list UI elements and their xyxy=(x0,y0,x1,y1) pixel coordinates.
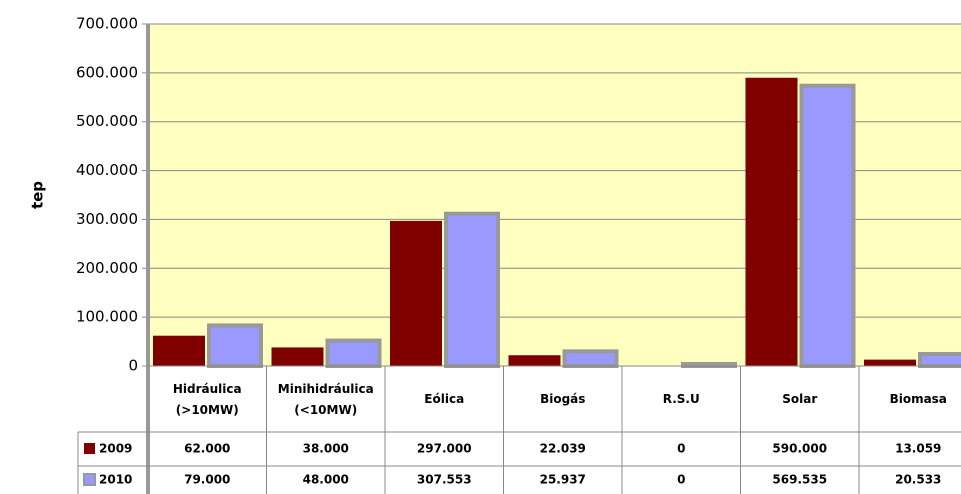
y-tick-label: 600.000 xyxy=(76,63,138,81)
category-cell: Biomasa xyxy=(889,392,947,406)
bar xyxy=(745,77,798,366)
bar xyxy=(864,359,916,366)
bar xyxy=(444,211,500,368)
legend-swatch xyxy=(83,473,96,486)
x-tick-label: Minihidráulica (<10MW) xyxy=(277,381,374,417)
data-label: 20.533 xyxy=(895,473,941,487)
legend-label: 2009 xyxy=(99,442,132,456)
x-tick-label: Solar xyxy=(782,392,818,406)
legend-label: 2010 xyxy=(99,473,132,487)
data-label: 297.000 xyxy=(417,442,472,456)
x-tick-label: R.S.U xyxy=(662,392,700,406)
x-tick-label: Biogás xyxy=(540,392,586,406)
y-tick-label: 100.000 xyxy=(76,308,138,326)
category-cell: Biogás xyxy=(540,392,586,406)
data-label: 307.553 xyxy=(417,473,472,487)
data-label: 38.000 xyxy=(303,442,349,456)
x-tick-label: Eólica xyxy=(424,392,465,406)
y-tick-label: 0 xyxy=(128,357,138,375)
category-cell: Hidráulica (>10MW) xyxy=(172,381,242,417)
y-tick-label: 300.000 xyxy=(76,210,138,228)
data-label: 590.000 xyxy=(772,442,827,456)
y-tick-label: 400.000 xyxy=(76,161,138,179)
category-cell: R.S.U xyxy=(662,392,700,406)
category-cell: Solar xyxy=(782,392,818,406)
bar xyxy=(207,323,263,369)
category-cell: Minihidráulica (<10MW) xyxy=(277,381,374,417)
bar xyxy=(325,338,382,369)
x-tick-label: Hidráulica (>10MW) xyxy=(172,381,242,417)
data-label: 25.937 xyxy=(540,473,586,487)
bar xyxy=(562,349,619,368)
bar xyxy=(153,335,205,366)
y-tick-label: 700.000 xyxy=(76,15,138,33)
y-tick-label: 200.000 xyxy=(76,259,138,277)
x-tick-label: Biomasa xyxy=(889,392,947,406)
bar xyxy=(799,83,856,368)
category-cell: Eólica xyxy=(424,392,465,406)
legend-swatch xyxy=(84,443,95,454)
data-label: 62.000 xyxy=(184,442,230,456)
data-label: 569.535 xyxy=(772,473,827,487)
y-axis-label: tep xyxy=(29,181,47,209)
y-tick-label: 500.000 xyxy=(76,112,138,130)
data-label: 48.000 xyxy=(303,473,349,487)
data-label: 13.059 xyxy=(895,442,941,456)
bar xyxy=(508,355,561,366)
bar xyxy=(271,347,324,366)
data-label: 22.039 xyxy=(540,442,586,456)
data-label: 0 xyxy=(677,473,685,487)
bar xyxy=(918,351,961,369)
bar xyxy=(390,220,442,366)
data-label: 0 xyxy=(677,442,685,456)
data-label: 79.000 xyxy=(184,473,230,487)
